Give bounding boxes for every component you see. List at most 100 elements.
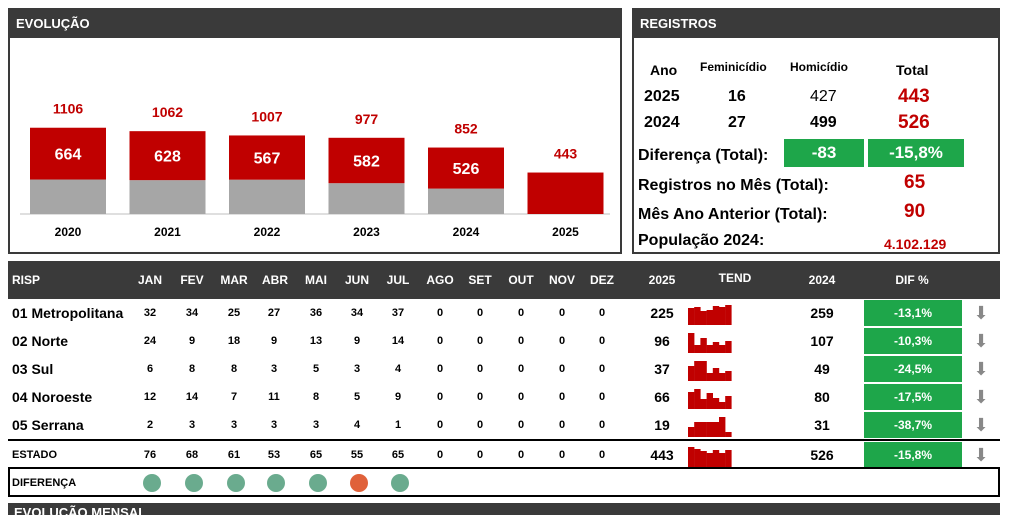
total-2024: 31 — [814, 417, 830, 433]
trend-sparkline — [688, 417, 732, 437]
trend-bar — [700, 361, 707, 381]
risp-name: 02 Norte — [12, 333, 69, 349]
bar-highlight — [328, 137, 405, 184]
trend-bar — [712, 368, 720, 381]
header-ano: Ano — [650, 62, 678, 78]
month-cell: 4 — [353, 419, 361, 431]
total-2025: 37 — [654, 361, 670, 377]
bar-total-label: 1106 — [53, 101, 84, 117]
month-cell: 0 — [436, 363, 444, 375]
trend-bar — [719, 417, 726, 437]
header-homicidio: Homicídio — [790, 60, 849, 74]
bar-inner-label: 567 — [254, 151, 281, 168]
month-cell: 25 — [227, 307, 241, 319]
bar-inner-label: 628 — [154, 149, 181, 166]
x-tick-label: 2025 — [552, 225, 579, 239]
th-month: JUL — [386, 273, 410, 287]
month-cell: 0 — [517, 449, 525, 461]
evolucao-mensal-header: EVOLUÇÃO MENSAL — [8, 503, 1000, 515]
month-cell: 0 — [558, 419, 566, 431]
diferenca-pct: -15,8% — [868, 139, 964, 167]
month-cell: 0 — [517, 391, 525, 403]
month-cell: 0 — [476, 449, 484, 461]
bar-base — [129, 180, 206, 214]
trend-bar — [725, 450, 732, 467]
trend-bar — [694, 361, 701, 381]
total-2025: 66 — [654, 389, 670, 405]
month-cell: 0 — [436, 335, 444, 347]
trend-bar — [688, 427, 695, 437]
status-dot — [143, 474, 161, 492]
trend-bar — [725, 371, 732, 381]
th-month: MAI — [305, 273, 327, 287]
month-cell: 24 — [143, 335, 157, 347]
trend-sparkline — [688, 447, 732, 467]
bar-total-label: 443 — [554, 146, 578, 162]
month-cell: 4 — [394, 363, 402, 375]
dif-percent: -13,1% — [864, 300, 962, 326]
status-dot — [267, 474, 285, 492]
th-month: ABR — [262, 273, 288, 287]
month-cell: 14 — [391, 335, 405, 347]
x-tick-label: 2024 — [453, 225, 480, 239]
trend-bar — [706, 453, 713, 467]
month-cell: 0 — [598, 391, 606, 403]
th-tend: TEND — [718, 271, 752, 285]
dif-percent: -10,3% — [864, 328, 962, 354]
diferenca-label: Diferença (Total): — [638, 147, 769, 164]
month-cell: 0 — [598, 449, 606, 461]
trend-bar — [712, 342, 720, 353]
trend-bar — [700, 451, 707, 467]
month-cell: 0 — [598, 307, 606, 319]
dif-percent: -17,5% — [864, 384, 962, 410]
month-cell: 9 — [188, 335, 196, 347]
month-cell: 18 — [227, 335, 241, 347]
month-cell: 0 — [436, 449, 444, 461]
month-cell: 0 — [558, 391, 566, 403]
month-cell: 0 — [558, 307, 566, 319]
status-dot — [227, 474, 245, 492]
month-cell: 0 — [558, 363, 566, 375]
bar-base — [328, 183, 405, 214]
registros-title: REGISTROS — [634, 10, 998, 38]
trend-bar — [712, 422, 720, 437]
trend-bar — [694, 307, 701, 325]
risp-name: 04 Noroeste — [12, 389, 93, 405]
bar-base — [30, 179, 106, 214]
bar-inner-label: 664 — [55, 147, 82, 164]
month-cell: 8 — [230, 363, 238, 375]
trend-bar — [725, 432, 732, 437]
bar-total-label: 1007 — [251, 108, 282, 124]
total-2025: 19 — [654, 417, 670, 433]
trend-bar — [712, 306, 720, 325]
risp-name: 03 Sul — [12, 361, 54, 377]
month-cell: 5 — [353, 391, 361, 403]
month-cell: 0 — [558, 449, 566, 461]
total-2024: 107 — [810, 333, 834, 349]
th-month: AGO — [426, 273, 454, 287]
month-cell: 0 — [436, 391, 444, 403]
bar-highlight — [30, 127, 106, 180]
trend-bar — [706, 373, 713, 381]
trend-sparkline — [688, 305, 732, 325]
month-cell: 65 — [391, 449, 405, 461]
th-month: NOV — [548, 273, 575, 287]
month-cell: 0 — [517, 307, 525, 319]
month-cell: 3 — [270, 419, 278, 431]
month-cell: 0 — [598, 335, 606, 347]
bar-highlight — [428, 147, 504, 189]
estado-row: ESTADO 76 68 61 53 65 55 65 0 0 0 0 0 443 526 -15,8% ⬇ — [8, 439, 1000, 468]
dif-percent: -38,7% — [864, 412, 962, 438]
th-month: JUN — [345, 273, 370, 287]
arrow-down-icon: ⬇ — [973, 331, 989, 351]
dif-percent: -15,8% — [864, 442, 962, 468]
th-2024: 2024 — [808, 273, 836, 287]
month-cell: 2 — [146, 419, 154, 431]
bar-total-label: 852 — [454, 121, 478, 137]
row-ano: 2024 — [644, 114, 680, 131]
month-cell: 12 — [143, 391, 157, 403]
trend-bar — [694, 345, 701, 353]
trend-bar — [712, 450, 720, 467]
trend-bar — [725, 305, 732, 325]
status-dot — [185, 474, 203, 492]
